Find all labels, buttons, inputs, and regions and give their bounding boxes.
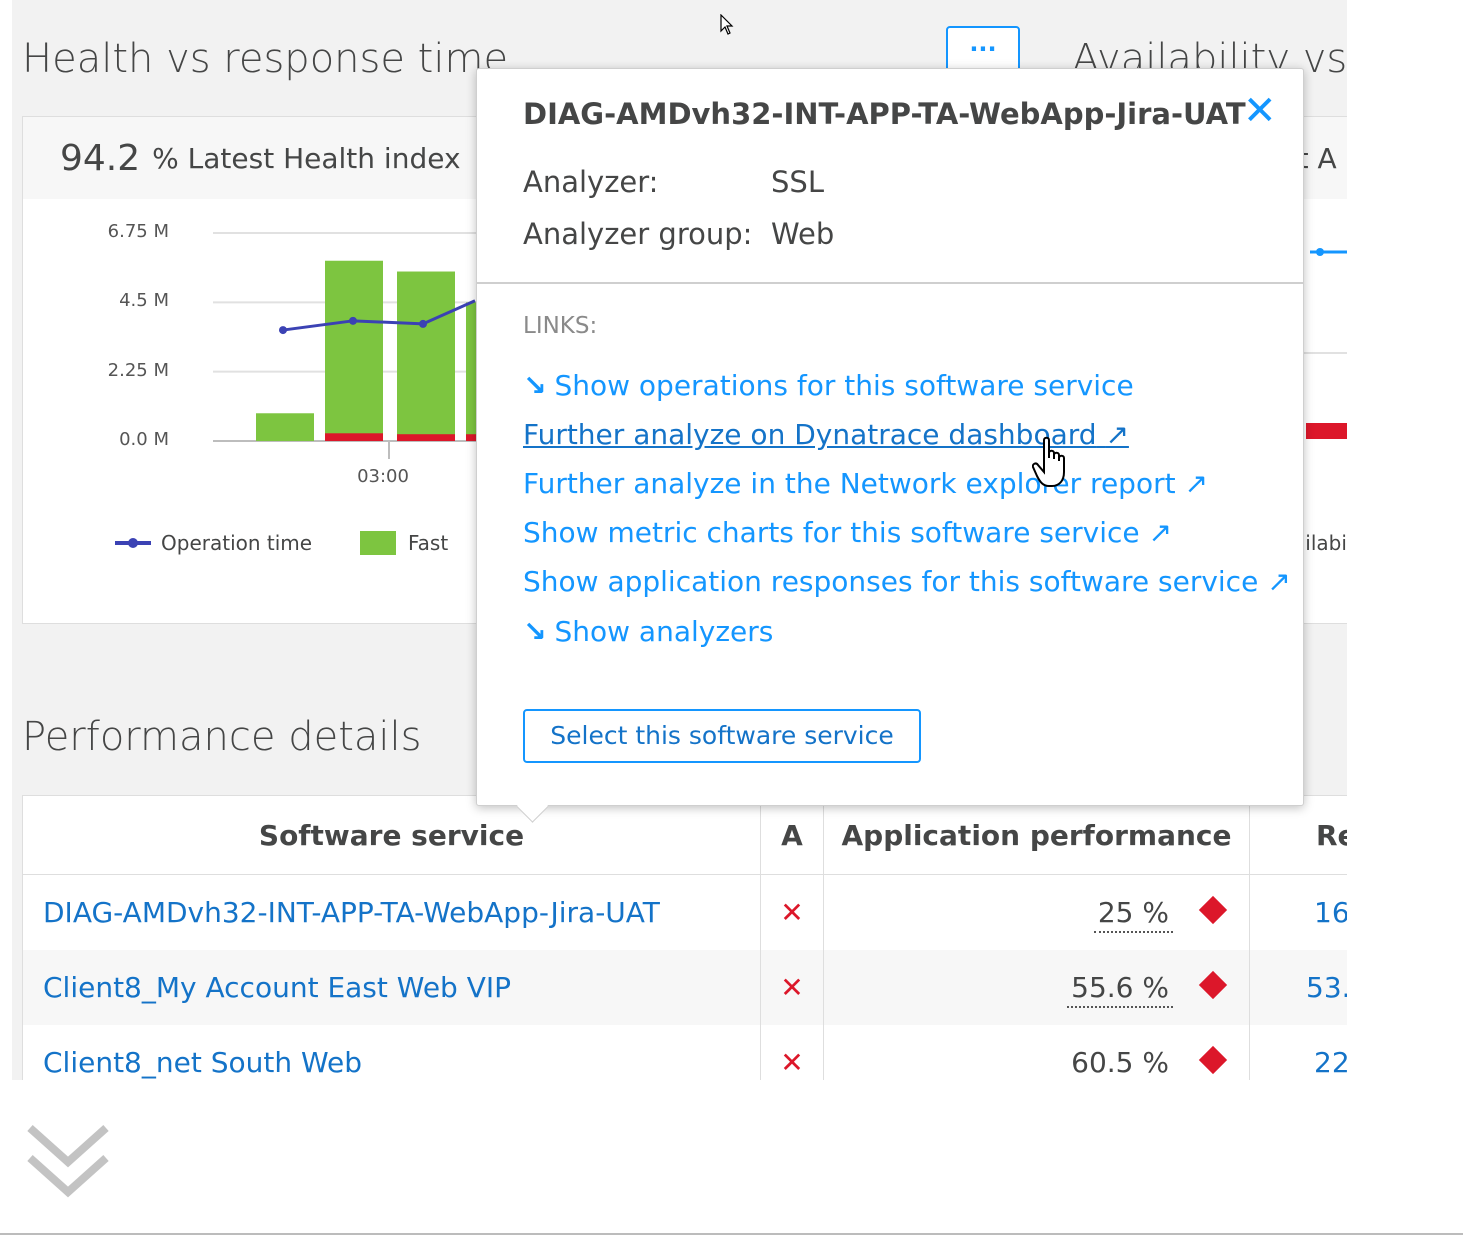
table-row: Client8_My Account East Web VIP ✕ 55.6 %… (22, 950, 1347, 1025)
bar-error (325, 433, 383, 441)
bar-fast (397, 271, 455, 441)
drilldown-arrow-icon: ↘ (523, 615, 547, 648)
y-tick-label: 0.0 M (119, 429, 169, 450)
analyzer-group-value: Web (771, 217, 835, 251)
performance-table: Software service A Application performan… (22, 795, 1347, 1080)
software-service-link[interactable]: Client8_My Account East Web VIP (43, 971, 512, 1004)
link-metric-charts-label: Show metric charts for this software ser… (523, 516, 1140, 549)
latest-health-label: % Latest Health index (152, 141, 461, 175)
external-link-icon: ↗ (1184, 467, 1208, 500)
external-link-icon: ↗ (1148, 516, 1173, 549)
page-bottom-border (0, 1233, 1463, 1235)
column-header-re[interactable]: Re (1249, 795, 1347, 875)
fast-swatch (360, 531, 396, 555)
software-service-link[interactable]: Client8_net South Web (43, 1046, 363, 1079)
links-label: LINKS: (523, 313, 598, 339)
app-perf-value[interactable]: 55.6 % (1067, 971, 1173, 1008)
column-header-a[interactable]: A (760, 795, 824, 875)
analyzer-value: SSL (771, 165, 824, 199)
re-value-link[interactable]: 169 (1249, 874, 1347, 950)
mouse-pointer-icon (720, 14, 734, 35)
link-show-analyzers[interactable]: ↘ Show analyzers (523, 615, 773, 648)
analyzer-row: Analyzer: SSL (523, 165, 824, 199)
y-tick-label: 6.75 M (107, 221, 169, 242)
fail-icon: ✕ (760, 874, 824, 950)
bar-fast (256, 413, 314, 441)
link-network-explorer-label: Further analyze in the Network explorer … (523, 467, 1176, 500)
operation-time-point (349, 316, 357, 325)
popup-divider (477, 282, 1303, 284)
y-tick-label: 4.5 M (119, 290, 169, 312)
health-chart (213, 232, 483, 459)
analyzer-group-label: Analyzer group: (523, 217, 753, 251)
x-tick-label: 03:00 (357, 466, 409, 487)
select-software-service-button[interactable]: Select this software service (523, 709, 921, 763)
health-panel-title: Health vs response time (22, 36, 509, 82)
drilldown-arrow-icon: ↘ (523, 369, 547, 402)
link-show-operations-label: Show operations for this software servic… (554, 369, 1134, 402)
operation-time-swatch (115, 538, 151, 548)
analyzer-group-row: Analyzer group: Web (523, 217, 834, 251)
bar-error (397, 434, 455, 441)
popup-title: DIAG-AMDvh32-INT-APP-TA-WebApp-Jira-UAT (523, 97, 1246, 131)
legend-fast: Fast (360, 531, 448, 555)
latest-health-value: 94.2 (60, 137, 141, 179)
analyzer-label: Analyzer: (523, 165, 659, 199)
link-show-operations[interactable]: ↘ Show operations for this software servi… (523, 369, 1134, 402)
column-header-software-service[interactable]: Software service (22, 795, 761, 875)
operation-time-point (419, 319, 427, 328)
link-application-responses-label: Show application responses for this soft… (523, 565, 1259, 598)
close-icon[interactable]: ✕ (1243, 88, 1277, 134)
scroll-down-chevron-icon[interactable] (26, 1122, 110, 1202)
re-value-link[interactable]: 53. (1249, 950, 1347, 1025)
link-dynatrace-dashboard[interactable]: Further analyze on Dynatrace dashboard ↗ (523, 418, 1129, 451)
link-application-responses[interactable]: Show application responses for this soft… (523, 565, 1291, 598)
fail-icon: ✕ (760, 950, 824, 1025)
re-value-link[interactable]: 22 (1249, 1025, 1347, 1080)
legend-fast-label: Fast (408, 531, 449, 555)
bar-fast (325, 260, 383, 441)
fail-icon: ✕ (760, 1025, 824, 1080)
link-show-analyzers-label: Show analyzers (554, 615, 774, 648)
software-service-link[interactable]: DIAG-AMDvh32-INT-APP-TA-WebApp-Jira-UAT (43, 896, 660, 929)
table-row: Client8_net South Web ✕ 60.5 % 22 (22, 1025, 1347, 1080)
legend-operation-time-label: Operation time (161, 531, 313, 555)
column-header-application-performance[interactable]: Application performance (823, 795, 1250, 875)
critical-diamond-icon (1198, 1045, 1228, 1075)
operation-time-point (279, 326, 287, 335)
bar-error (466, 434, 483, 441)
external-link-icon: ↗ (1105, 418, 1129, 451)
critical-diamond-icon (1198, 895, 1228, 925)
link-dynatrace-dashboard-label: Further analyze on Dynatrace dashboard (523, 418, 1097, 451)
link-metric-charts[interactable]: Show metric charts for this software ser… (523, 516, 1172, 549)
y-tick-label: 2.25 M (107, 359, 169, 381)
table-row: DIAG-AMDvh32-INT-APP-TA-WebApp-Jira-UAT … (22, 874, 1347, 950)
app-perf-value[interactable]: 60.5 % (1067, 1046, 1173, 1080)
external-link-icon: ↗ (1267, 565, 1291, 598)
critical-diamond-icon (1198, 970, 1228, 1000)
performance-details-title: Performance details (22, 714, 422, 760)
dashboard-viewport: Health vs response time ... Availability… (12, 0, 1347, 1080)
link-network-explorer[interactable]: Further analyze in the Network explorer … (523, 467, 1208, 500)
legend-operation-time: Operation time (115, 531, 312, 555)
app-perf-value[interactable]: 25 % (1093, 896, 1173, 933)
software-service-popup: DIAG-AMDvh32-INT-APP-TA-WebApp-Jira-UAT … (476, 68, 1304, 823)
operation-time-line (282, 299, 476, 332)
hand-cursor-icon (1032, 436, 1065, 487)
availability-chart-partial (1302, 248, 1347, 439)
